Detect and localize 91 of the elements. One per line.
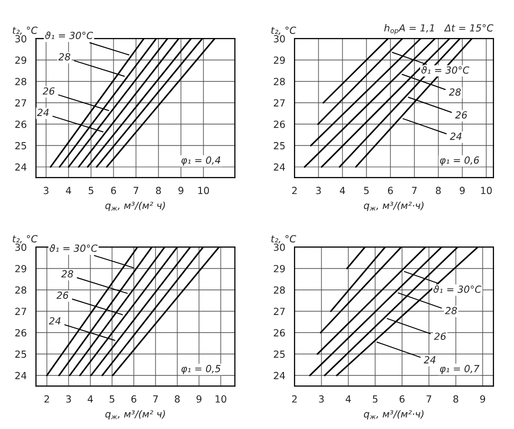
annotation: 28 — [61, 270, 74, 278]
y-tick-label: 29 — [274, 264, 285, 272]
y-tick-label: 28 — [274, 286, 285, 294]
annotation: φ₁ = 0,5 — [181, 364, 220, 374]
x-tick-label: 5 — [88, 186, 94, 194]
y-tick-label: 24 — [274, 372, 285, 380]
annotation: ϑ₁ = 30°C — [421, 66, 470, 74]
x-tick-label: 8 — [453, 395, 458, 403]
y-tick-label: 27 — [15, 308, 26, 315]
y-axis-title: t₂, °C — [271, 26, 296, 35]
x-tick-label: 5 — [372, 395, 378, 403]
y-tick-label: 29 — [15, 56, 26, 64]
x-tick-label: 4 — [88, 395, 93, 403]
text: h$_{ор}$A = 1,1 Δt = 15°C — [384, 24, 494, 34]
x-tick-label: 6 — [111, 186, 116, 194]
x-tick-label: 6 — [388, 186, 393, 194]
annotation: ϑ₁ = 30°C — [50, 244, 98, 252]
x-tick-label: 8 — [174, 395, 180, 403]
x-axis-title: q$_{ж}$, м³/(м²·ч) — [364, 202, 424, 211]
annotation: 28 — [58, 53, 70, 60]
x-tick-label: 3 — [44, 186, 48, 194]
x-axis-title: q$_{ж}$, м³/(м²·ч) — [364, 410, 424, 420]
x-tick-label: 6 — [400, 395, 405, 403]
x-tick-label: 6 — [131, 395, 136, 403]
x-tick-label: 9 — [460, 186, 465, 194]
y-tick-label: 29 — [15, 264, 26, 272]
annotation: 24 — [450, 132, 462, 140]
y-tick-label: 25 — [15, 350, 26, 358]
annotation: 26 — [56, 292, 68, 299]
x-tick-label: 3 — [66, 395, 71, 403]
y-tick-label: 26 — [15, 329, 26, 336]
annotation: 26 — [455, 111, 468, 119]
annotation: 26 — [434, 332, 446, 340]
x-tick-label: 9 — [178, 186, 184, 194]
x-tick-label: 7 — [412, 186, 417, 194]
y-tick-label: 25 — [274, 350, 285, 358]
y-tick-label: 24 — [15, 163, 26, 171]
y-tick-label: 30 — [274, 35, 285, 42]
annotation: 28 — [445, 306, 457, 314]
y-tick-label: 28 — [15, 286, 26, 294]
y-tick-label: 28 — [15, 78, 26, 86]
y-tick-label: 25 — [15, 142, 26, 150]
y-tick-label: 26 — [274, 329, 285, 336]
x-tick-label: 10 — [198, 186, 209, 194]
y-tick-label: 26 — [274, 120, 285, 128]
annotation: 28 — [448, 88, 461, 96]
annotation: 24 — [424, 356, 436, 364]
y-tick-label: 26 — [15, 120, 26, 128]
x-tick-label: 4 — [346, 395, 351, 403]
x-tick-label: 5 — [364, 186, 369, 194]
x-tick-label: 4 — [66, 186, 72, 194]
x-tick-label: 8 — [436, 186, 441, 194]
x-axis-title: q$_{ж}$, м³/(м² ч) — [105, 410, 165, 420]
annotation: 24 — [37, 108, 49, 116]
x-tick-label: 8 — [156, 186, 161, 194]
y-tick-label: 27 — [15, 99, 26, 106]
annotation: ϑ₁ = 30°C — [434, 285, 482, 293]
x-tick-label: 9 — [196, 395, 202, 403]
y-tick-label: 30 — [274, 244, 285, 251]
x-tick-label: 2 — [292, 395, 297, 403]
x-tick-label: 7 — [153, 395, 158, 403]
x-tick-label: 10 — [216, 395, 226, 403]
y-tick-label: 27 — [274, 308, 285, 315]
y-tick-label: 30 — [15, 35, 26, 42]
y-tick-label: 28 — [274, 78, 285, 86]
x-tick-label: 2 — [292, 186, 297, 194]
x-tick-label: 7 — [426, 395, 432, 403]
annotation: ϑ₁ = 30°C — [45, 31, 94, 40]
y-axis-title: t₂, °C — [12, 26, 38, 35]
x-tick-label: 9 — [480, 395, 486, 403]
annotation: φ₁ = 0,4 — [181, 156, 220, 166]
x-tick-label: 10 — [481, 186, 492, 194]
y-tick-label: 29 — [274, 56, 285, 64]
y-tick-label: 24 — [15, 372, 26, 380]
y-tick-label: 27 — [274, 99, 285, 106]
x-tick-label: 4 — [340, 186, 346, 194]
annotation: 26 — [42, 87, 55, 95]
x-tick-label: 2 — [44, 395, 49, 403]
annotation: 24 — [48, 317, 60, 324]
x-tick-label: 5 — [110, 395, 114, 403]
x-axis-title: q$_{ж}$, м³/(м² ч) — [105, 202, 165, 211]
y-axis-title: t₂, °C — [271, 235, 296, 244]
x-tick-label: 3 — [319, 395, 324, 403]
annotation: φ₁ = 0,7 — [440, 364, 480, 374]
y-tick-label: 25 — [274, 142, 285, 150]
x-tick-label: 3 — [316, 186, 321, 194]
y-tick-label: 30 — [15, 244, 26, 251]
x-tick-label: 7 — [134, 186, 138, 194]
annotation: φ₁ = 0,6 — [440, 156, 480, 166]
y-axis-title: t₂, °C — [12, 235, 38, 244]
y-tick-label: 24 — [274, 163, 285, 171]
